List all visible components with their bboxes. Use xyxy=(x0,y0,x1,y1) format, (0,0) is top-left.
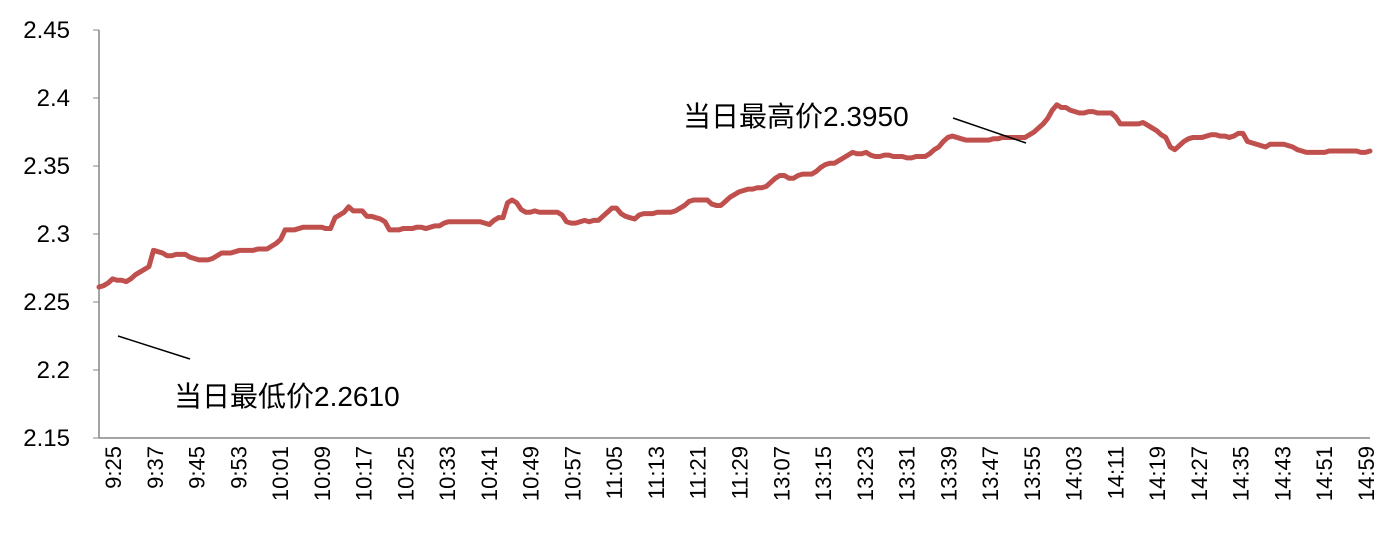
high-price-leader-line xyxy=(952,117,1027,144)
y-tick-label: 2.3 xyxy=(37,221,70,248)
x-tick-label: 14:35 xyxy=(1229,446,1254,501)
x-axis-ticks: 9:25 9:37 9:45 9:53 10:01 10:09 10:17 10:25 10:3… xyxy=(101,446,1379,501)
y-tick-label: 2.35 xyxy=(23,153,70,180)
x-tick-label: 9:25 xyxy=(101,446,126,489)
price-series-line xyxy=(96,102,1373,290)
x-tick-label: 14:03 xyxy=(1062,446,1087,501)
low-price-leader-line xyxy=(117,335,191,360)
y-tick-label: 2.2 xyxy=(37,357,70,384)
x-tick-label: 13:39 xyxy=(936,446,961,501)
x-tick-label: 13:23 xyxy=(853,446,878,501)
x-tick-label: 13:47 xyxy=(978,446,1003,501)
x-tick-label: 11:21 xyxy=(686,446,711,499)
x-tick-label: 14:27 xyxy=(1187,446,1212,501)
x-tick-label: 14:59 xyxy=(1354,446,1379,501)
x-tick-label: 10:01 xyxy=(268,446,293,501)
x-tick-label: 11:13 xyxy=(644,446,669,499)
x-tick-label: 10:09 xyxy=(310,446,335,501)
low-price-annotation: 当日最低价2.2610 xyxy=(174,381,400,412)
x-tick-label: 10:17 xyxy=(352,446,377,501)
y-tick-label: 2.25 xyxy=(23,289,70,316)
x-tick-label: 14:43 xyxy=(1270,446,1295,501)
x-tick-label: 14:51 xyxy=(1312,446,1337,501)
x-tick-label: 11:05 xyxy=(602,446,627,499)
x-tick-label: 10:41 xyxy=(477,446,502,501)
x-tick-label: 14:11 xyxy=(1103,446,1128,499)
x-tick-label: 13:07 xyxy=(769,446,794,501)
y-tick-label: 2.15 xyxy=(23,425,70,452)
x-tick-label: 13:55 xyxy=(1020,446,1045,501)
x-tick-label: 10:33 xyxy=(435,446,460,501)
x-tick-label: 13:15 xyxy=(811,446,836,501)
x-tick-label: 9:53 xyxy=(226,446,251,489)
x-tick-label: 10:49 xyxy=(519,446,544,501)
y-tick-label: 2.4 xyxy=(37,85,70,112)
x-tick-label: 11:29 xyxy=(728,446,753,499)
y-axis-ticks: 2.15 2.2 2.25 2.3 2.35 2.4 2.45 xyxy=(23,17,99,452)
x-tick-label: 10:57 xyxy=(560,446,585,501)
x-tick-label: 10:25 xyxy=(393,446,418,501)
x-tick-label: 9:45 xyxy=(185,446,210,489)
high-price-annotation: 当日最高价2.3950 xyxy=(683,101,909,132)
x-tick-label: 13:31 xyxy=(895,446,920,501)
x-tick-label: 9:37 xyxy=(143,446,168,489)
y-tick-label: 2.45 xyxy=(23,17,70,44)
x-tick-label: 14:19 xyxy=(1145,446,1170,501)
